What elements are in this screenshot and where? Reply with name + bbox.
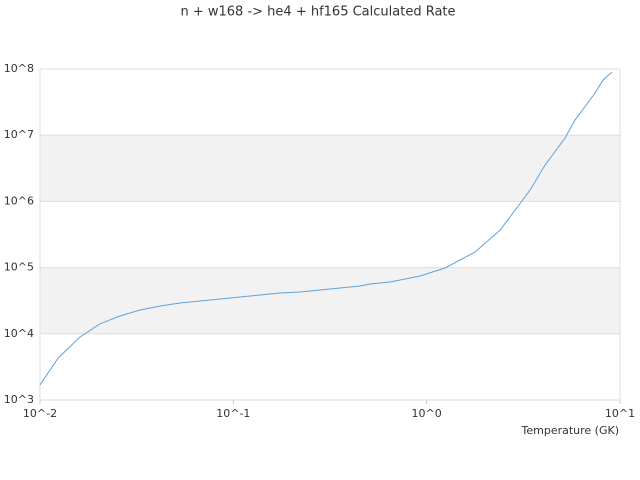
data-line: [39, 71, 613, 386]
y-tick-label: 10^7: [4, 128, 34, 141]
y-tick-label: 10^6: [4, 194, 34, 207]
y-tick-label: 10^8: [4, 62, 34, 75]
x-tick-label: 10^1: [605, 407, 635, 420]
grid-band: [40, 135, 620, 202]
chart-title: n + w168 -> he4 + hf165 Calculated Rate: [180, 5, 455, 20]
grid-band: [40, 267, 620, 334]
y-tick-label: 10^5: [4, 261, 34, 274]
y-tick-label: 10^4: [4, 327, 34, 340]
x-tick-label: 10^0: [412, 407, 442, 420]
x-axis-label: Temperature (GK): [521, 424, 620, 437]
x-tick-label: 10^-2: [23, 407, 57, 420]
y-tick-label: 10^3: [4, 393, 34, 406]
x-tick-label: 10^-1: [216, 407, 250, 420]
